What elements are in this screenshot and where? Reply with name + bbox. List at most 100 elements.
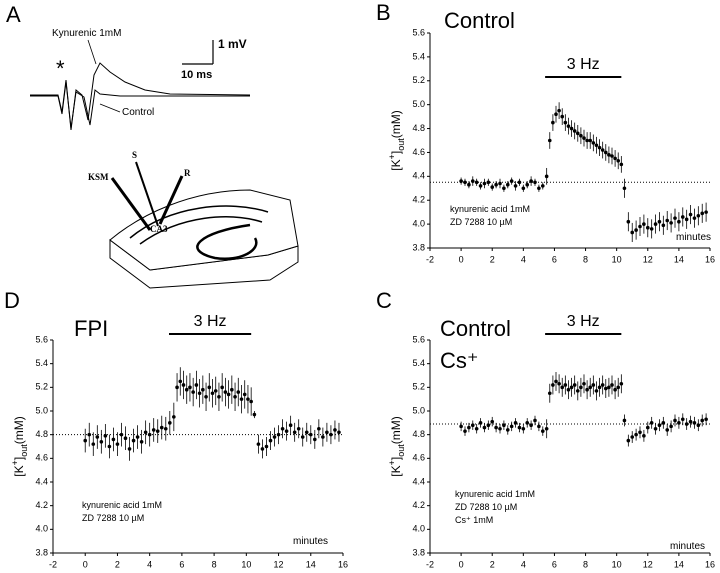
data-point [147, 432, 152, 437]
data-point [630, 435, 635, 439]
y-tick-label: 5.2 [412, 75, 425, 85]
y-axis-label-part: (mM) [12, 416, 26, 444]
x-tick-label: 8 [583, 254, 588, 264]
x-tick-label: -2 [426, 559, 434, 569]
data-point [669, 221, 673, 225]
cell-layer [129, 205, 269, 239]
y-axis-label-part: ] [389, 151, 403, 154]
data-point [239, 397, 244, 401]
data-point [498, 426, 502, 431]
note: ZD 7288 10 µM [82, 513, 144, 523]
data-point [505, 428, 510, 432]
data-point [119, 432, 124, 437]
y-axis-label: [K+]out(mM) [387, 416, 406, 476]
data-point [517, 425, 522, 430]
data-point [131, 438, 136, 443]
data-point [700, 211, 705, 216]
data-point [616, 385, 621, 390]
y-tick-label: 4.6 [412, 147, 425, 157]
data-point [194, 383, 199, 387]
y-tick-label: 5.2 [412, 382, 425, 392]
data-point [588, 385, 593, 390]
data-point [582, 381, 586, 386]
data-point [467, 182, 471, 187]
panel: C Control Cs⁺ 3.8 4.0 4.2 4.4 4.6 4.8 5.0 5.2 5.4 5.… [376, 288, 715, 569]
data-point [459, 179, 463, 183]
data-point [521, 186, 526, 191]
chart-title: Control [440, 316, 511, 341]
data-point [610, 383, 614, 387]
y-axis-label-part: + [387, 154, 397, 159]
data-point [333, 428, 337, 432]
y-axis-label: [K+]out(mM) [10, 416, 29, 476]
data-point [638, 430, 642, 435]
x-tick-label: 14 [674, 254, 684, 264]
pointer [99, 103, 121, 113]
y-tick-label: 5.4 [412, 51, 425, 61]
y-tick-label: 4.8 [35, 429, 48, 439]
data-point [207, 385, 212, 390]
data-point [692, 421, 697, 425]
data-point [588, 138, 593, 143]
panel-letter: A [6, 2, 21, 27]
y-tick-label: 5.2 [35, 382, 48, 392]
data-point [575, 131, 580, 136]
data-point [494, 425, 498, 430]
y-axis-label-part: out [396, 138, 406, 151]
data-point [233, 395, 237, 399]
data-point [474, 180, 479, 185]
y-tick-label: 5.0 [412, 405, 425, 415]
data-point [201, 387, 205, 392]
data-point [677, 421, 681, 425]
data-point [470, 423, 475, 428]
data-point [673, 418, 677, 423]
y-axis-label-part: [K [389, 159, 403, 170]
y-tick-label: 4.4 [35, 476, 48, 486]
data-point [230, 387, 234, 392]
data-point [626, 219, 631, 224]
data-point [288, 423, 293, 428]
data-point [163, 426, 168, 431]
data-point [579, 385, 583, 390]
data-point [317, 426, 321, 431]
data-point [463, 180, 467, 185]
y-tick-label: 4.6 [412, 453, 425, 463]
data-point [143, 430, 148, 435]
x-axis-label: minutes [676, 232, 711, 243]
data-point [304, 430, 309, 435]
x-tick-label: 12 [643, 559, 653, 569]
data-point [669, 424, 673, 429]
x-tick-label: 14 [306, 559, 316, 569]
trace-label: Kynurenic 1mM [52, 28, 121, 39]
data-point [613, 156, 617, 161]
data-point [151, 428, 156, 432]
panel: D FPI 3.8 4.0 4.2 4.4 4.6 4.8 5.0 5.2 5.4 5.6 -2 0 2 4 6… [4, 288, 348, 569]
data-point [688, 419, 693, 424]
x-tick-label: 4 [521, 254, 526, 264]
data-point [502, 423, 506, 428]
data-point [284, 429, 289, 433]
diagram-label: R [184, 168, 191, 178]
x-tick-label: 2 [115, 559, 120, 569]
data-point [603, 150, 608, 155]
y-tick-label: 4.0 [35, 524, 48, 534]
data-point [300, 435, 305, 439]
data-point [486, 180, 491, 185]
data-point [585, 138, 589, 143]
data-point [127, 447, 132, 451]
data-point [557, 381, 561, 386]
data-point [607, 385, 611, 390]
data-point [188, 385, 192, 390]
x-tick-label: 8 [212, 559, 217, 569]
data-point [135, 435, 140, 439]
y-tick-label: 4.4 [412, 476, 425, 486]
data-point [594, 143, 599, 148]
note: kynurenic acid 1mM [455, 489, 535, 499]
data-point [482, 181, 487, 186]
data-point [533, 180, 537, 185]
y-axis-label-part: [K [389, 465, 403, 476]
data-point [688, 212, 693, 217]
panel-letter: C [376, 288, 392, 313]
y-axis-label: [K+]out(mM) [387, 110, 406, 170]
data-point [603, 386, 608, 391]
